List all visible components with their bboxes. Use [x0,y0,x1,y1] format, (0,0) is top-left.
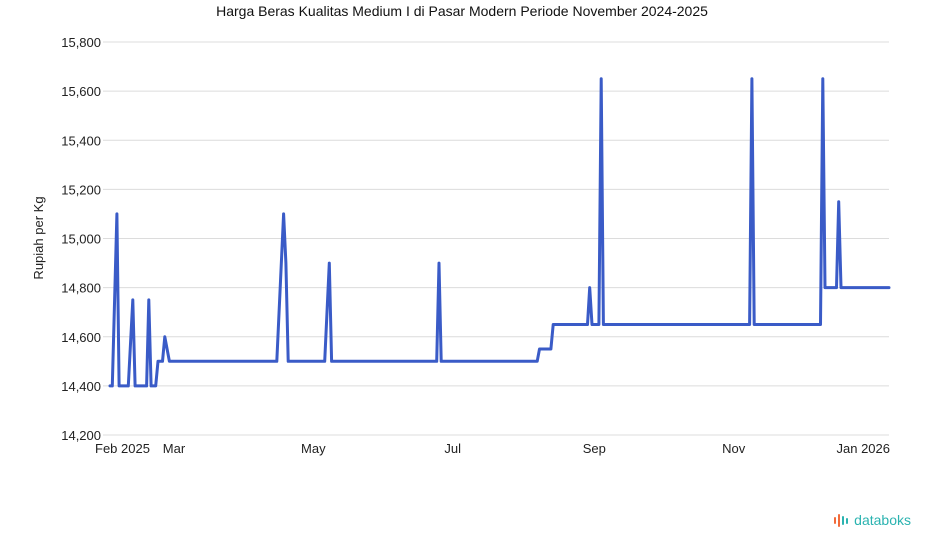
gridlines [103,41,889,436]
data-point[interactable] [437,357,445,365]
x-tick-label: Jan 2026 [837,441,891,456]
data-point[interactable] [549,320,557,328]
data-point[interactable] [325,259,333,267]
data-point[interactable] [821,284,829,292]
x-tick-label: Feb 2025 [95,441,150,456]
data-point[interactable] [108,382,116,390]
x-axis-tick-labels: Feb 2025 Mar May Jul Sep Nov Jan 2026 [95,441,890,456]
y-tick-label: 14,600 [61,330,101,345]
y-axis-title: Rupiah per Kg [31,196,46,279]
data-point[interactable] [188,357,196,365]
data-point[interactable] [124,382,132,390]
data-point[interactable] [115,382,123,390]
data-point[interactable] [547,345,555,353]
data-point[interactable] [113,210,121,218]
x-tick-label: Sep [583,441,606,456]
data-point[interactable] [837,284,845,292]
data-point[interactable] [229,357,237,365]
data-point[interactable] [131,382,139,390]
data-point[interactable] [197,357,205,365]
data-point[interactable] [209,357,217,365]
y-tick-label: 15,200 [61,182,101,197]
x-tick-label: May [301,441,326,456]
x-tick-label: Nov [722,441,746,456]
data-point[interactable] [586,284,594,292]
y-tick-label: 14,200 [61,428,101,443]
brand-name: databoks [854,512,911,528]
data-point[interactable] [435,259,443,267]
data-point[interactable] [533,357,541,365]
data-point[interactable] [159,357,167,365]
data-point[interactable] [129,296,137,304]
series-layer [108,75,893,390]
y-tick-label: 15,600 [61,84,101,99]
y-tick-label: 14,400 [61,379,101,394]
data-point[interactable] [816,320,824,328]
data-point[interactable] [819,75,827,83]
data-point[interactable] [321,357,329,365]
databoks-logo-icon [834,514,849,527]
data-point[interactable] [282,259,290,267]
data-point[interactable] [280,210,288,218]
y-tick-label: 15,000 [61,232,101,247]
data-point[interactable] [328,357,336,365]
databoks-logo[interactable]: databoks [833,512,911,528]
x-tick-label: Mar [163,441,186,456]
data-point[interactable] [273,357,281,365]
data-point[interactable] [748,75,756,83]
x-tick-label: Jul [444,441,461,456]
data-point[interactable] [179,357,187,365]
y-tick-label: 14,800 [61,281,101,296]
y-tick-label: 15,400 [61,133,101,148]
data-point[interactable] [757,320,765,328]
data-point[interactable] [599,320,607,328]
data-point[interactable] [161,333,169,341]
chart-title: Harga Beras Kualitas Medium I di Pasar M… [216,3,708,19]
data-point[interactable] [145,296,153,304]
series-line [108,77,891,388]
data-point[interactable] [588,320,596,328]
data-point[interactable] [152,382,160,390]
data-point[interactable] [165,357,173,365]
y-axis-tick-labels: 14,200 14,400 14,600 14,800 15,000 15,200 15,4… [61,35,101,443]
data-point[interactable] [835,198,843,206]
data-point[interactable] [885,284,893,292]
data-point[interactable] [597,75,605,83]
data-point[interactable] [284,357,292,365]
data-point[interactable] [535,345,543,353]
y-tick-label: 15,800 [61,35,101,50]
